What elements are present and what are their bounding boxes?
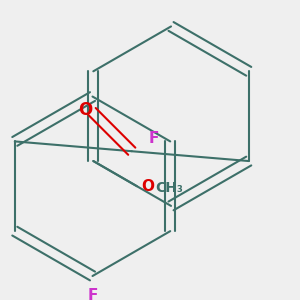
Text: F: F: [87, 288, 98, 300]
Text: O: O: [78, 101, 92, 119]
Text: CH₃: CH₃: [155, 181, 183, 195]
Text: F: F: [148, 131, 159, 146]
Text: O: O: [141, 179, 154, 194]
